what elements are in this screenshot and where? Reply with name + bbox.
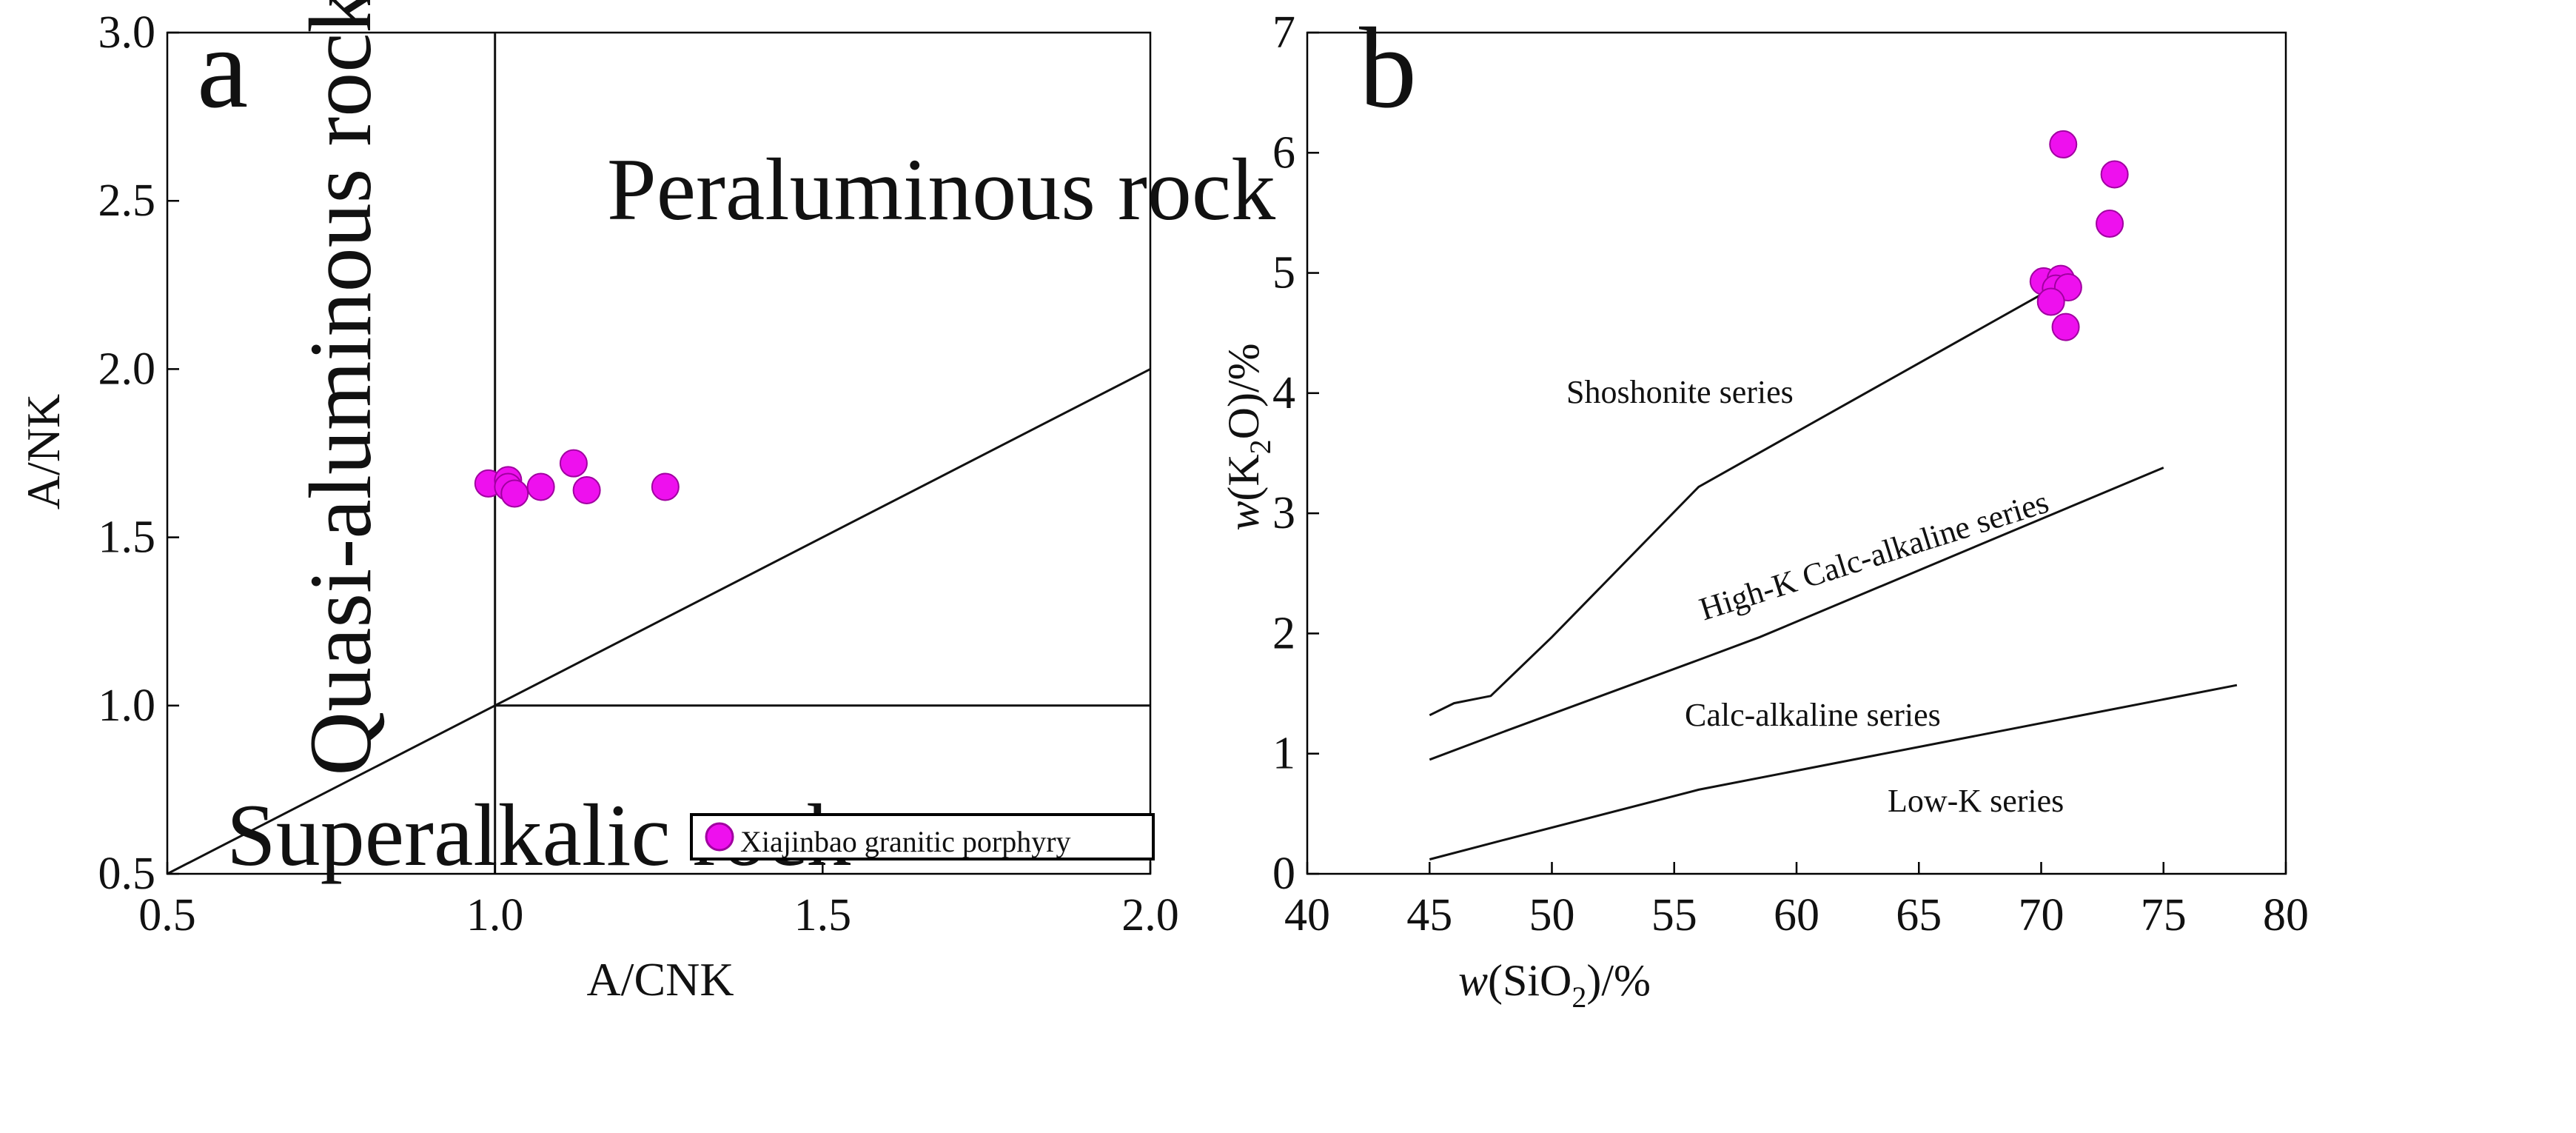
panel-a-x-tick-label: 2.0 <box>1121 890 1179 940</box>
panel-b-x-tick-label: 80 <box>2263 890 2309 940</box>
panel-b-data-point-9 <box>2051 313 2080 341</box>
panel-b-boundary-line-3 <box>1429 684 2238 860</box>
panel-a-boundary-line-3 <box>167 368 1151 875</box>
legend-box <box>690 813 1155 860</box>
panel-a-y-axis-label: A/NK <box>17 394 70 509</box>
panel-b-x-axis-label-text: w(SiO2)/% <box>1458 956 1651 1014</box>
panel-b-x-tick-label: 45 <box>1406 890 1452 940</box>
panel-a-chart: 0.5 1.0 1.5 2.0 0.5 1.0 1.5 2.0 2.5 3.0 a Peralum… <box>17 0 1275 1006</box>
panel-b-y-axis-label-text: w(K2O)/% <box>1219 343 1277 530</box>
panel-b-data-point-1 <box>2049 130 2078 158</box>
panel-a-letter: a <box>197 4 248 132</box>
panel-b-plot-frame <box>1306 31 2287 875</box>
panel-b-y-tick-label: 5 <box>1272 248 1295 298</box>
panel-a-x-tick-label: 1.5 <box>794 890 852 940</box>
panel-a-data-point-5 <box>526 472 555 501</box>
panel-a-y-tick-label: 3.0 <box>98 7 156 58</box>
panel-a-data-point-7 <box>572 475 601 504</box>
region-label-peraluminous: Peraluminous rock <box>607 140 1275 238</box>
panel-a-data-point-6 <box>559 449 588 478</box>
panel-a-plot-frame <box>166 31 1152 875</box>
panel-b-y-tick-label: 1 <box>1272 729 1295 779</box>
panel-b-boundary-line-1 <box>1429 293 2042 717</box>
legend: Xiajinbao granitic porphyry <box>690 813 1155 860</box>
panel-b-x-tick-label: 60 <box>1774 890 1819 940</box>
panel-b-y-axis-label: w(K2O)/% <box>1219 343 1277 530</box>
region-label-calc-alkaline: Calc-alkaline series <box>1685 697 1941 733</box>
panel-a-y-tick-label: 0.5 <box>98 849 156 899</box>
region-label-quasi-aluminous: Quasi-aluminous rock <box>291 0 389 776</box>
panel-a-y-tick-label: 1.0 <box>98 681 156 731</box>
panel-a-y-tick-label: 2.5 <box>98 176 156 226</box>
panel-b-x-tick-label: 70 <box>2019 890 2065 940</box>
panel-b-x-tick-label: 55 <box>1651 890 1697 940</box>
panel-b-x-tick-label: 65 <box>1896 890 1942 940</box>
panel-b-data-point-2 <box>2100 160 2129 189</box>
panel-a-data-point-8 <box>651 472 680 501</box>
panel-b-y-tick-label: 3 <box>1272 488 1295 538</box>
panel-b-x-tick-label: 75 <box>2141 890 2187 940</box>
panel-a-x-tick-label: 1.0 <box>466 890 524 940</box>
panel-b-y-tick-label: 4 <box>1272 368 1295 418</box>
panel-a-data-point-4 <box>500 479 529 508</box>
legend-marker <box>705 822 734 852</box>
panel-b-boundary-line-2 <box>1429 467 2164 761</box>
panel-b-y-tick-label: 6 <box>1272 127 1295 178</box>
panel-b-x-tick-label: 40 <box>1284 890 1330 940</box>
panel-b-y-tick-label: 7 <box>1272 7 1295 58</box>
panel-a-y-tick-label: 2.0 <box>98 344 156 394</box>
panel-b-data-point-3 <box>2096 210 2124 238</box>
panel-b-x-axis-label: w(SiO2)/% <box>1458 956 1651 1014</box>
panel-a-x-tick-label: 0.5 <box>138 890 196 940</box>
region-label-shoshonite: Shoshonite series <box>1566 374 1794 410</box>
panel-b-x-tick-label: 50 <box>1529 890 1575 940</box>
panel-a-x-axis-label: A/CNK <box>586 953 734 1006</box>
region-label-low-k: Low-K series <box>1888 783 2064 819</box>
legend-label: Xiajinbao granitic porphyry <box>740 825 1071 858</box>
panel-b-y-tick-label: 0 <box>1272 849 1295 899</box>
region-label-high-k-calc-alkaline: High-K Calc-alkaline series <box>1695 484 2053 627</box>
panel-b-data-point-8 <box>2036 287 2065 316</box>
panel-b-y-tick-label: 2 <box>1272 608 1295 658</box>
panel-a-y-tick-label: 1.5 <box>98 512 156 563</box>
panel-b-letter: b <box>1359 4 1417 132</box>
